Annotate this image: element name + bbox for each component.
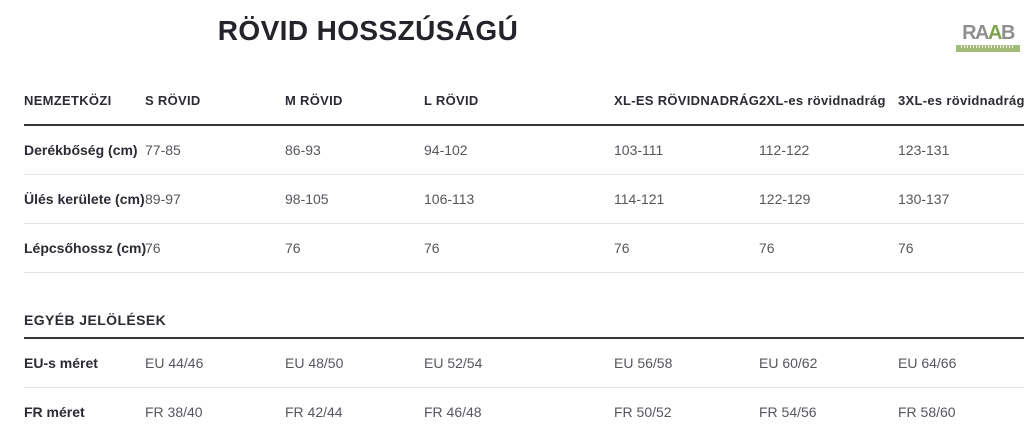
size-value: EU 44/46 bbox=[145, 339, 285, 388]
table-row-fr-size: FR méret FR 38/40 FR 42/44 FR 46/48 FR 5… bbox=[24, 387, 1024, 433]
size-value: 76 bbox=[759, 223, 898, 273]
size-table: NEMZETKÖZI S RÖVID M RÖVID L RÖVID XL-ES… bbox=[24, 93, 1024, 273]
raab-logo: RAAB bbox=[956, 23, 1020, 52]
other-markings-section-header: EGYÉB JELÖLÉSEK bbox=[24, 311, 1024, 339]
row-label: Ülés kerülete (cm) bbox=[24, 174, 145, 224]
size-value: 77-85 bbox=[145, 125, 285, 175]
column-header-m: M RÖVID bbox=[285, 93, 424, 126]
size-value: 123-131 bbox=[898, 125, 1024, 175]
column-header-2xl: 2XL-es rövidnadrág bbox=[759, 93, 898, 126]
size-value: 86-93 bbox=[285, 125, 424, 175]
size-value: 122-129 bbox=[759, 174, 898, 224]
size-value: 89-97 bbox=[145, 174, 285, 224]
size-value: EU 52/54 bbox=[424, 339, 614, 388]
table-row-inseam-length: Lépcsőhossz (cm) 76 76 76 76 76 76 bbox=[24, 223, 1024, 273]
column-header-xl: XL-ES RÖVIDNADRÁG bbox=[614, 93, 759, 126]
size-value: 76 bbox=[424, 223, 614, 273]
column-header-international: NEMZETKÖZI bbox=[24, 93, 145, 126]
table-row-seat-circumference: Ülés kerülete (cm) 89-97 98-105 106-113 … bbox=[24, 174, 1024, 224]
size-value: 103-111 bbox=[614, 125, 759, 175]
size-value: EU 64/66 bbox=[898, 339, 1024, 388]
size-value: FR 58/60 bbox=[898, 387, 1024, 433]
size-value: 106-113 bbox=[424, 174, 614, 224]
column-header-3xl: 3XL-es rövidnadrág bbox=[898, 93, 1024, 126]
table-row-waist-width: Derékbőség (cm) 77-85 86-93 94-102 103-1… bbox=[24, 125, 1024, 175]
raab-logo-text: RAAB bbox=[956, 23, 1020, 43]
column-header-s: S RÖVID bbox=[145, 93, 285, 126]
size-value: FR 50/52 bbox=[614, 387, 759, 433]
logo-letter-b: B bbox=[1000, 22, 1015, 44]
other-markings-table: EU-s méret EU 44/46 EU 48/50 EU 52/54 EU… bbox=[24, 339, 1024, 433]
size-value: 76 bbox=[614, 223, 759, 273]
logo-letters-ra: RA bbox=[962, 22, 989, 44]
size-value: 114-121 bbox=[614, 174, 759, 224]
size-table-header-row: NEMZETKÖZI S RÖVID M RÖVID L RÖVID XL-ES… bbox=[24, 93, 1024, 126]
row-label: EU-s méret bbox=[24, 339, 145, 388]
size-value: 94-102 bbox=[424, 125, 614, 175]
size-value: 76 bbox=[285, 223, 424, 273]
logo-letter-a-green: A bbox=[987, 22, 1002, 44]
size-value: EU 48/50 bbox=[285, 339, 424, 388]
size-value: 98-105 bbox=[285, 174, 424, 224]
size-value: 112-122 bbox=[759, 125, 898, 175]
size-value: FR 54/56 bbox=[759, 387, 898, 433]
raab-logo-tagline-bar bbox=[956, 45, 1020, 52]
size-value: 76 bbox=[145, 223, 285, 273]
row-label: Lépcsőhossz (cm) bbox=[24, 223, 146, 273]
size-value: 130-137 bbox=[898, 174, 1024, 224]
size-value: 76 bbox=[898, 223, 1024, 273]
table-row-eu-size: EU-s méret EU 44/46 EU 48/50 EU 52/54 EU… bbox=[24, 339, 1024, 388]
column-header-l: L RÖVID bbox=[424, 93, 614, 126]
size-value: FR 46/48 bbox=[424, 387, 614, 433]
page-title: RÖVID HOSSZÚSÁGÚ bbox=[217, 15, 519, 46]
size-value: EU 60/62 bbox=[759, 339, 898, 388]
size-value: EU 56/58 bbox=[614, 339, 759, 388]
size-value: FR 42/44 bbox=[285, 387, 424, 433]
row-label: FR méret bbox=[24, 387, 145, 433]
other-markings-title: EGYÉB JELÖLÉSEK bbox=[24, 312, 167, 328]
size-value: FR 38/40 bbox=[145, 387, 285, 433]
row-label: Derékbőség (cm) bbox=[24, 125, 145, 175]
